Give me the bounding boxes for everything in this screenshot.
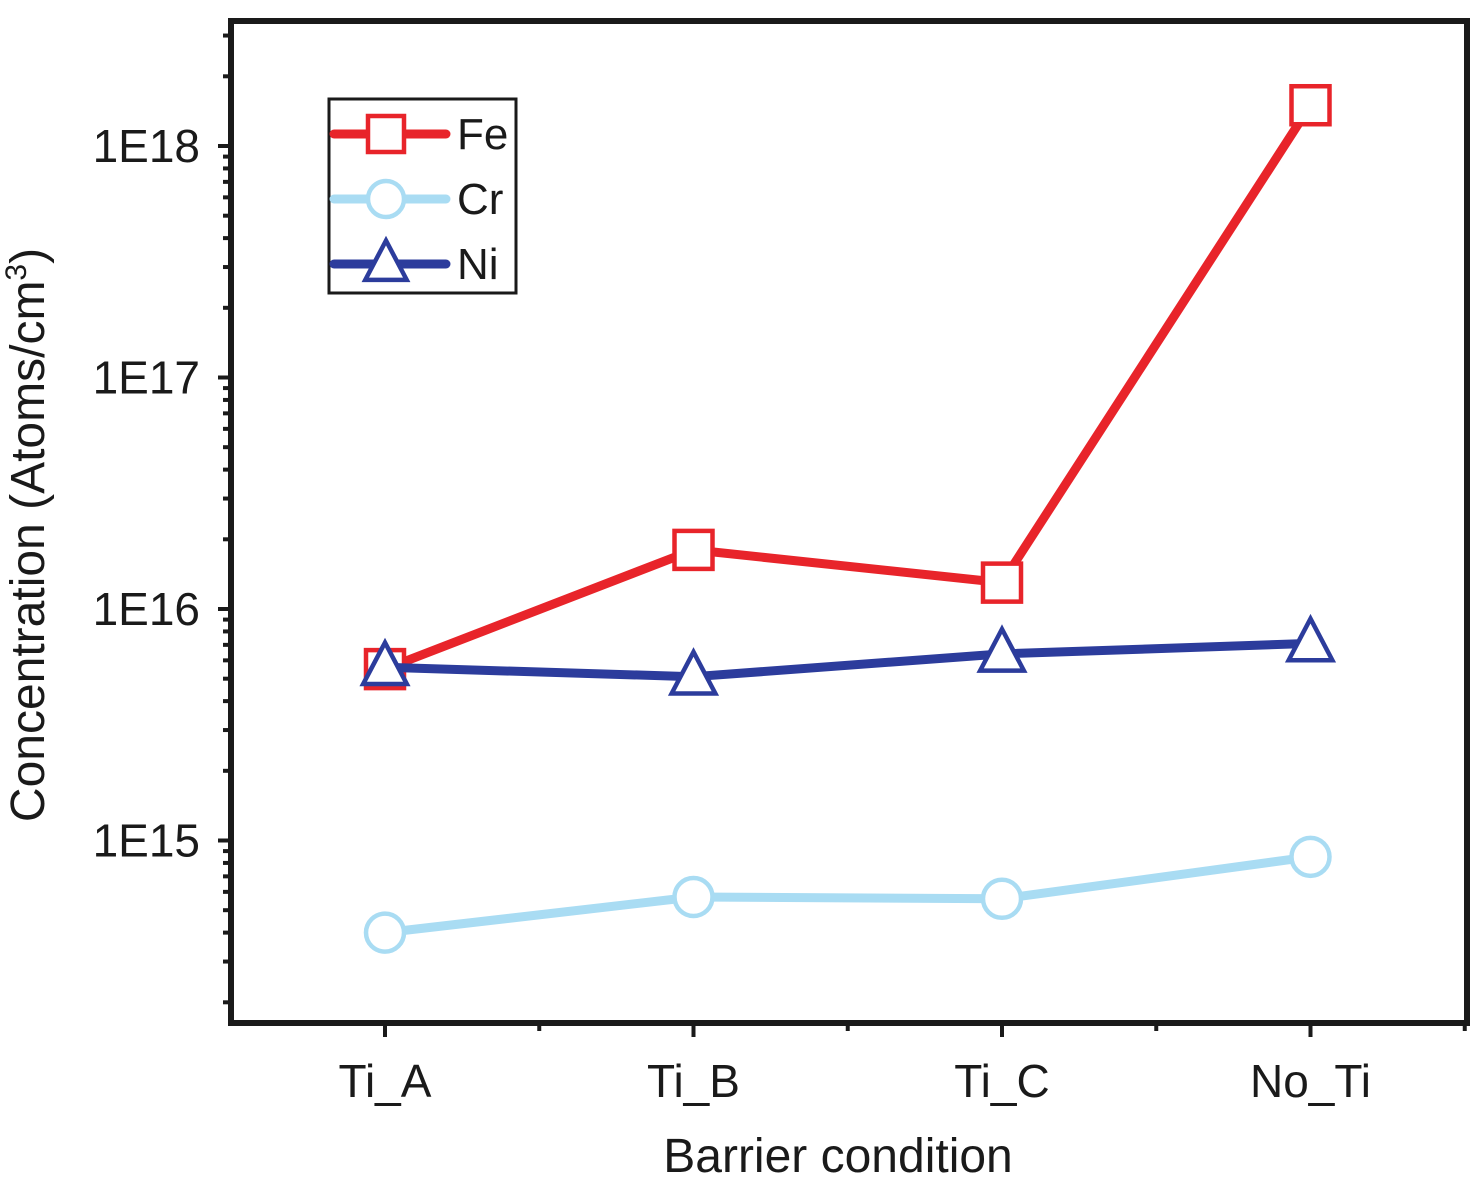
cr-point-ti-c xyxy=(980,877,1024,921)
legend: Fe Cr Ni xyxy=(327,97,518,295)
series-cr xyxy=(363,835,1332,954)
legend-marker-fe xyxy=(365,113,407,155)
x-tick-labels: Ti_A Ti_B Ti_C No_Ti xyxy=(339,1055,1371,1107)
x-tick-label: Ti_A xyxy=(339,1055,432,1107)
series-line-cr xyxy=(380,852,1315,938)
y-tick-labels: 1E15 1E16 1E17 1E18 xyxy=(93,120,200,867)
y-axis-title-superscript: 3 xyxy=(0,264,33,281)
ni-point-ti-b xyxy=(667,647,720,696)
legend-label-ni: Ni xyxy=(457,240,499,289)
cr-point-ti-b xyxy=(672,875,715,919)
y-axis-title-close: ) xyxy=(2,248,55,264)
ni-point-ti-c xyxy=(976,624,1028,673)
cr-point-ti-a xyxy=(363,911,407,954)
series-line-ni xyxy=(380,638,1315,682)
legend-marker-ni xyxy=(361,235,411,283)
y-axis-title: Concentration (Atoms/cm3) xyxy=(0,248,55,822)
x-tick-label: Ti_C xyxy=(954,1055,1049,1107)
y-axis-title-text: Concentration (Atoms/cm xyxy=(2,281,55,823)
series-ni xyxy=(359,613,1337,696)
legend-label-fe: Fe xyxy=(457,110,508,159)
ni-point-ti-a xyxy=(359,637,411,687)
y-tick-label: 1E15 xyxy=(93,815,200,867)
fe-point-no-ti xyxy=(1289,83,1332,127)
y-tick-label: 1E17 xyxy=(93,352,200,404)
cr-point-no-ti xyxy=(1289,835,1332,879)
series-layer xyxy=(359,83,1337,954)
x-tick-label: Ti_B xyxy=(647,1055,740,1107)
legend-label-cr: Cr xyxy=(457,175,503,224)
x-axis-title: Barrier condition xyxy=(663,1130,1013,1179)
y-tick-label: 1E18 xyxy=(93,120,200,172)
legend-marker-cr xyxy=(365,178,407,220)
x-tick-label: No_Ti xyxy=(1250,1055,1371,1107)
plot-frame xyxy=(228,18,1470,1026)
y-tick-label: 1E16 xyxy=(93,583,200,635)
fe-point-ti-c xyxy=(980,561,1024,604)
fe-point-ti-b xyxy=(672,528,715,572)
series-line-fe xyxy=(380,100,1315,674)
ni-point-no-ti xyxy=(1284,613,1337,663)
